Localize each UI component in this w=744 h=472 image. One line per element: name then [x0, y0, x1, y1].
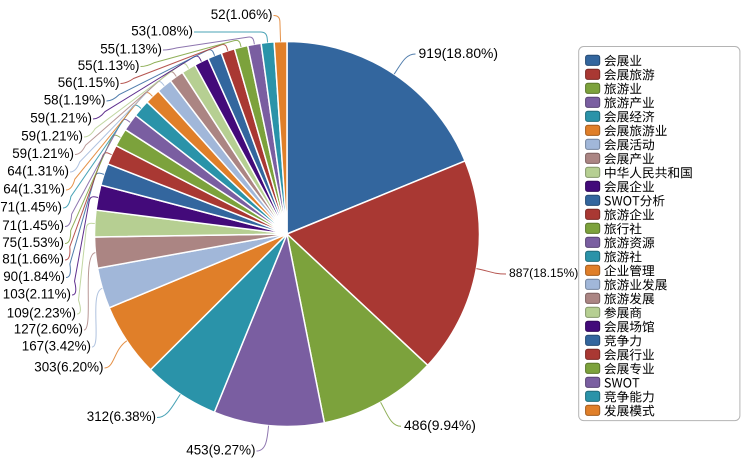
svg-text:55(1.13%): 55(1.13%): [100, 42, 162, 57]
svg-text:127(2.60%): 127(2.60%): [14, 322, 83, 337]
svg-text:486(9.94%): 486(9.94%): [404, 417, 476, 433]
svg-text:53(1.08%): 53(1.08%): [131, 24, 193, 39]
svg-text:167(3.42%): 167(3.42%): [22, 339, 91, 354]
svg-text:71(1.45%): 71(1.45%): [0, 200, 62, 215]
svg-text:59(1.21%): 59(1.21%): [21, 129, 83, 144]
svg-text:103(2.11%): 103(2.11%): [3, 287, 71, 302]
svg-text:109(2.23%): 109(2.23%): [7, 306, 76, 321]
svg-text:303(6.20%): 303(6.20%): [34, 360, 103, 375]
svg-text:52(1.06%): 52(1.06%): [211, 7, 273, 22]
svg-text:64(1.31%): 64(1.31%): [3, 182, 65, 197]
svg-text:887(18.15%): 887(18.15%): [509, 266, 578, 280]
svg-text:59(1.21%): 59(1.21%): [30, 111, 92, 126]
svg-text:81(1.66%): 81(1.66%): [2, 252, 64, 267]
svg-text:64(1.31%): 64(1.31%): [7, 164, 69, 179]
svg-text:71(1.45%): 71(1.45%): [2, 218, 64, 233]
svg-text:56(1.15%): 56(1.15%): [58, 75, 120, 90]
svg-text:453(9.27%): 453(9.27%): [186, 443, 255, 458]
svg-text:55(1.13%): 55(1.13%): [78, 58, 140, 73]
svg-text:58(1.19%): 58(1.19%): [44, 93, 106, 108]
svg-text:312(6.38%): 312(6.38%): [87, 409, 156, 424]
svg-text:90(1.84%): 90(1.84%): [3, 269, 65, 284]
svg-text:919(18.80%): 919(18.80%): [419, 45, 499, 61]
svg-text:75(1.53%): 75(1.53%): [2, 235, 64, 250]
svg-text:59(1.21%): 59(1.21%): [12, 146, 74, 161]
